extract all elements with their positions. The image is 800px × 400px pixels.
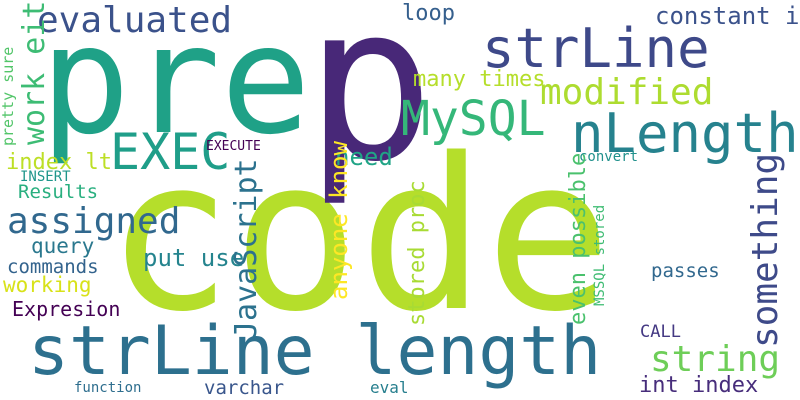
word-code: code — [106, 113, 612, 358]
word-function: varchar — [204, 377, 285, 399]
word-insert: commands — [7, 256, 99, 278]
word-evaluated: evaluated — [37, 0, 233, 41]
word-working: stored proc — [405, 180, 430, 326]
word-passes: Results — [18, 181, 99, 203]
word-results: anyone know — [325, 141, 353, 300]
word-index-lt: constant int — [655, 2, 800, 30]
word-exec: EXEC — [110, 123, 231, 181]
word-eval: passes — [651, 260, 720, 282]
word-pre: pre — [40, 0, 311, 168]
word-varchar: index lt — [6, 150, 112, 175]
word-constant-int: need — [335, 143, 393, 171]
word-call: query — [31, 234, 95, 258]
word-p: p — [305, 0, 435, 209]
word-modified: modified — [540, 72, 714, 113]
word-int-index: loop — [402, 1, 455, 26]
word-need: assigned — [7, 201, 181, 242]
word-put-use: many times — [413, 67, 546, 92]
word-mssql-stored: eval — [370, 378, 409, 397]
word-stored-proc: convert — [579, 149, 639, 165]
word-commands: int index — [639, 373, 759, 398]
word-nlength: nLength — [571, 102, 799, 165]
word-strline: strLine — [482, 17, 710, 80]
word-mysql: MySQL — [401, 91, 546, 147]
word-assigned: something — [745, 152, 786, 348]
word-strline-length: strLine length — [28, 312, 602, 391]
word-loop: work either — [17, 0, 52, 145]
word-many-times: JavaScript — [229, 158, 264, 339]
word-execute: working — [3, 273, 92, 297]
word-something: CALL — [640, 322, 681, 342]
word-expresion: even possible — [566, 152, 591, 325]
word-pretty-sure: function — [74, 380, 142, 396]
word-string: string — [650, 339, 781, 380]
word-anyone-know: EXECUTE — [206, 139, 261, 154]
word-query: put use — [143, 244, 245, 272]
word-convert: Expresion — [12, 297, 121, 321]
word-even-possible: MSSQL stored — [592, 204, 608, 306]
word-javascript: pretty sure — [0, 46, 17, 146]
word-work-either: INSERT — [20, 169, 71, 185]
